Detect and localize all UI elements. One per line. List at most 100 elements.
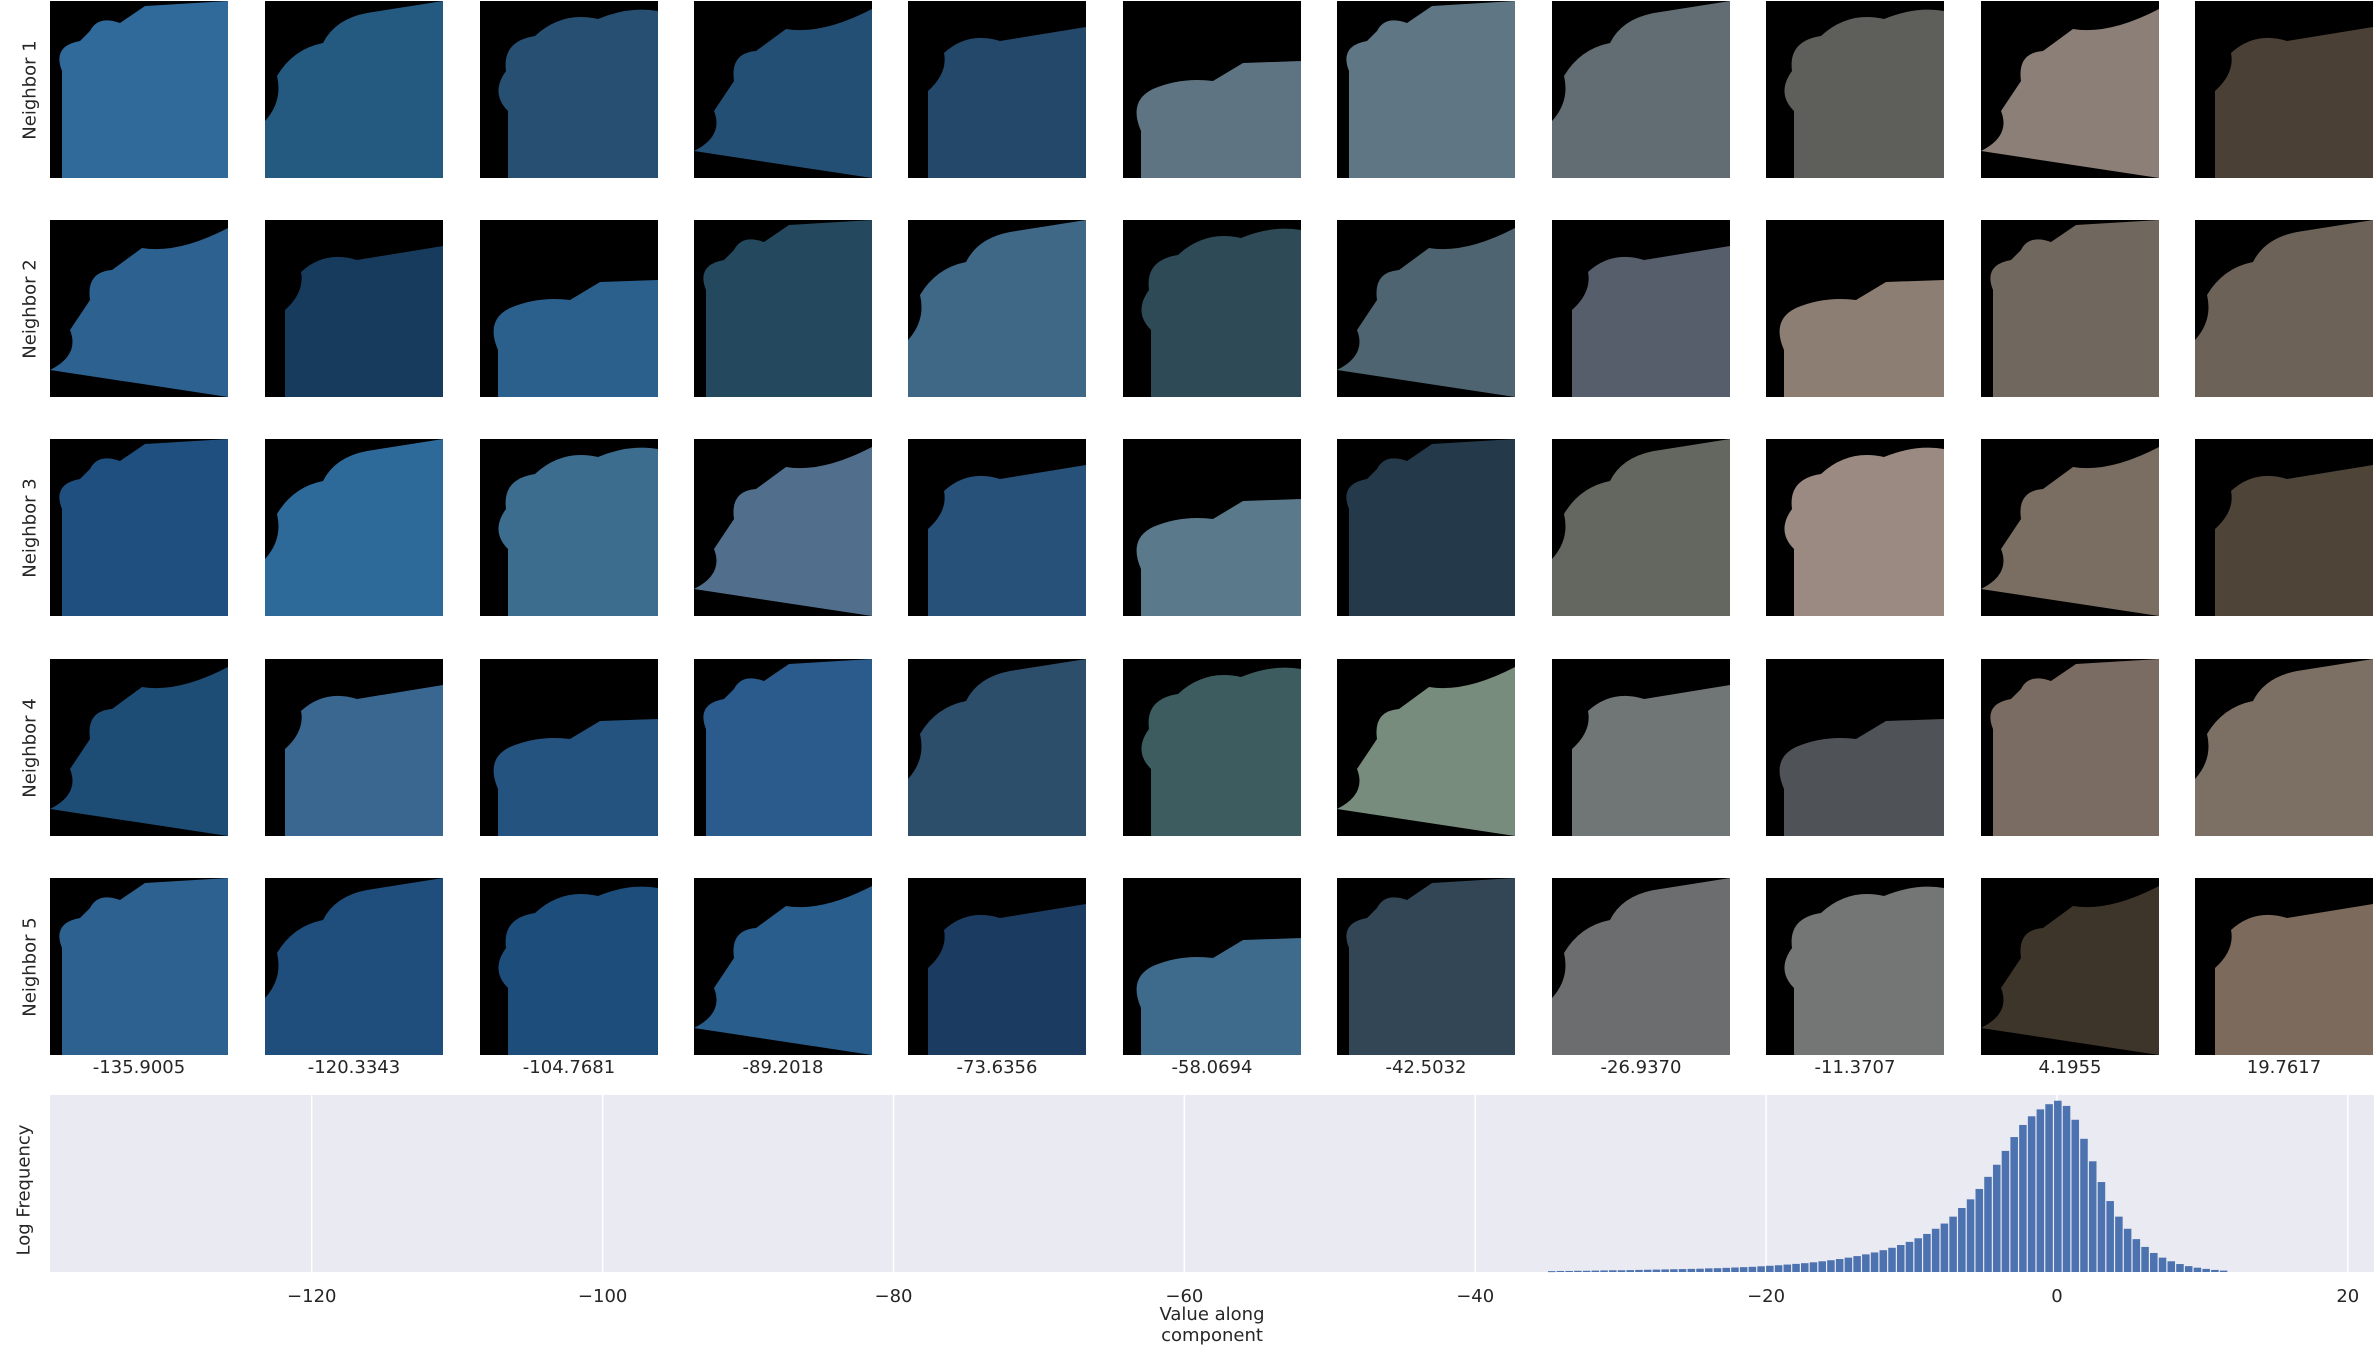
histogram-bar — [2036, 1109, 2045, 1272]
neighbor-thumbnail — [1766, 220, 1944, 397]
thumbnail-image — [498, 9, 658, 178]
neighbor-thumbnail — [694, 1, 872, 178]
thumbnail-image — [285, 685, 443, 836]
neighbor-thumbnail — [1766, 878, 1944, 1055]
thumbnail-image — [1572, 246, 1730, 397]
thumbnail-shape — [285, 246, 443, 397]
thumbnail-shape — [1779, 280, 1944, 397]
column-value-label: 4.1955 — [2038, 1057, 2102, 1078]
histogram-bar — [1879, 1250, 1888, 1272]
neighbor-thumbnail — [1981, 220, 2159, 397]
thumbnail-image — [1141, 667, 1301, 836]
thumbnail-shape — [265, 439, 443, 616]
thumbnail-image — [1990, 659, 2159, 836]
thumbnail-shape — [2215, 27, 2373, 178]
histogram-bar — [1565, 1270, 1573, 1272]
histogram-bar — [1670, 1269, 1678, 1272]
x-tick-label: −120 — [287, 1286, 336, 1307]
column-value-label: -89.2018 — [742, 1057, 824, 1078]
thumbnail-image — [498, 447, 658, 616]
thumbnail-image — [1572, 685, 1730, 836]
thumbnail-image — [1346, 1, 1515, 178]
thumbnail-image — [694, 886, 872, 1055]
thumbnail-shape — [2195, 659, 2373, 836]
histogram-bar — [1600, 1270, 1608, 1272]
neighbor-thumbnail — [1981, 878, 2159, 1055]
neighbor-thumbnail — [50, 878, 228, 1055]
neighbor-thumbnail — [1552, 1, 1730, 178]
histogram-bar — [1617, 1270, 1626, 1272]
thumbnail-image — [1346, 878, 1515, 1055]
histogram-bar — [1923, 1233, 1931, 1272]
histogram-bar — [2062, 1105, 2071, 1272]
histogram-bar — [2123, 1228, 2132, 1272]
thumbnail-shape — [1136, 499, 1301, 616]
histogram-bars — [1547, 1100, 2228, 1273]
histogram-bar — [1792, 1263, 1800, 1272]
histogram-bar — [1626, 1270, 1635, 1272]
thumbnail-image — [2195, 220, 2373, 397]
thumbnail-image — [498, 886, 658, 1055]
histogram-bar — [1731, 1267, 1739, 1272]
histogram-bar — [2158, 1257, 2167, 1272]
thumbnail-image — [703, 220, 872, 397]
thumbnail-shape — [908, 220, 1086, 397]
thumbnail-shape — [1136, 938, 1301, 1055]
thumbnail-shape — [694, 886, 872, 1055]
column-value-label: -26.9370 — [1600, 1057, 1682, 1078]
histogram-bar — [2088, 1161, 2097, 1272]
column-value-label: -135.9005 — [92, 1057, 186, 1078]
neighbor-thumbnail — [1981, 659, 2159, 836]
x-tick-label: −100 — [578, 1286, 627, 1307]
neighbor-thumbnail — [1552, 659, 1730, 836]
histogram-bar — [2150, 1252, 2158, 1272]
thumbnail-shape — [1346, 439, 1515, 616]
neighbor-thumbnail — [2195, 1, 2373, 178]
thumbnail-shape — [2215, 465, 2373, 616]
histogram-bar — [1705, 1268, 1713, 1272]
neighbor-thumbnail — [694, 659, 872, 836]
neighbor-thumbnail — [1552, 878, 1730, 1055]
histogram-bar — [1818, 1261, 1826, 1272]
thumbnail-shape — [1572, 685, 1730, 836]
neighbor-thumbnail — [694, 878, 872, 1055]
histogram-bar — [1984, 1176, 1992, 1272]
thumbnail-shape — [1572, 246, 1730, 397]
thumbnail-shape — [1981, 447, 2159, 616]
neighbor-thumbnail — [1337, 659, 1515, 836]
histogram-bar — [1896, 1245, 1905, 1272]
histogram-bar — [2141, 1246, 2149, 1272]
histogram-bar — [1800, 1263, 1809, 1272]
thumbnail-image — [2215, 904, 2373, 1055]
neighbor-thumbnail — [1337, 220, 1515, 397]
thumbnail-image — [1779, 280, 1944, 397]
thumbnail-image — [1981, 886, 2159, 1055]
thumbnail-image — [285, 246, 443, 397]
thumbnail-shape — [1784, 9, 1944, 178]
thumbnail-image — [1784, 447, 1944, 616]
thumbnail-image — [1136, 61, 1301, 178]
thumbnail-shape — [703, 220, 872, 397]
neighbor-thumbnail — [50, 439, 228, 616]
neighbor-thumbnail — [908, 1, 1086, 178]
histogram-bar — [1888, 1247, 1896, 1272]
column-value-label: -104.7681 — [522, 1057, 616, 1078]
x-tick-label: −40 — [1456, 1286, 1494, 1307]
neighbor-thumbnail — [1766, 439, 1944, 616]
thumbnail-image — [265, 878, 443, 1055]
column-value-label: 19.7617 — [2246, 1057, 2322, 1078]
thumbnail-shape — [59, 439, 228, 616]
thumbnail-image — [265, 439, 443, 616]
histogram-bar — [2027, 1116, 2036, 1272]
neighbor-thumbnail — [480, 659, 658, 836]
histogram-bar — [2193, 1267, 2202, 1272]
column-value-label: -58.0694 — [1171, 1057, 1253, 1078]
x-tick-label: −60 — [1165, 1286, 1203, 1307]
thumbnail-shape — [694, 9, 872, 178]
histogram-bar — [1809, 1262, 1818, 1272]
thumbnail-shape — [928, 904, 1086, 1055]
histogram-bar — [1975, 1188, 1984, 1272]
thumbnail-image — [1552, 878, 1730, 1055]
thumbnail-image — [59, 878, 228, 1055]
